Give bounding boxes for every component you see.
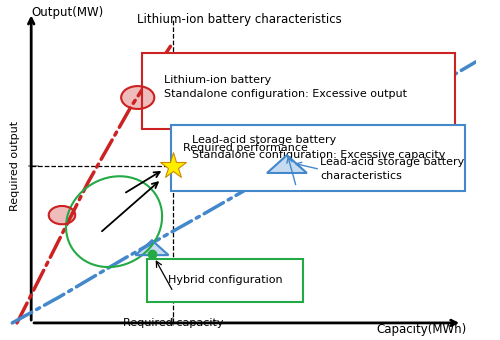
Text: Hybrid configuration: Hybrid configuration: [168, 275, 282, 286]
FancyBboxPatch shape: [142, 53, 455, 129]
Text: Required output: Required output: [10, 121, 20, 211]
Text: Required capacity: Required capacity: [123, 318, 224, 328]
Text: Lithium-ion battery characteristics: Lithium-ion battery characteristics: [137, 13, 342, 26]
Text: Lead-acid storage battery
characteristics: Lead-acid storage battery characteristic…: [320, 157, 464, 181]
Text: Lithium-ion battery
Standalone configuration: Excessive output: Lithium-ion battery Standalone configura…: [164, 75, 407, 99]
Polygon shape: [267, 155, 307, 173]
Circle shape: [121, 86, 154, 109]
Circle shape: [48, 206, 75, 224]
FancyBboxPatch shape: [147, 259, 304, 302]
Polygon shape: [136, 240, 168, 255]
Text: Required performance: Required performance: [182, 143, 308, 153]
Text: Output(MW): Output(MW): [31, 6, 104, 19]
Text: Capacity(MWh): Capacity(MWh): [376, 323, 467, 336]
Text: Lead-acid storage battery
Standalone configuration: Excessive capacity: Lead-acid storage battery Standalone con…: [192, 135, 446, 160]
FancyBboxPatch shape: [171, 125, 464, 191]
